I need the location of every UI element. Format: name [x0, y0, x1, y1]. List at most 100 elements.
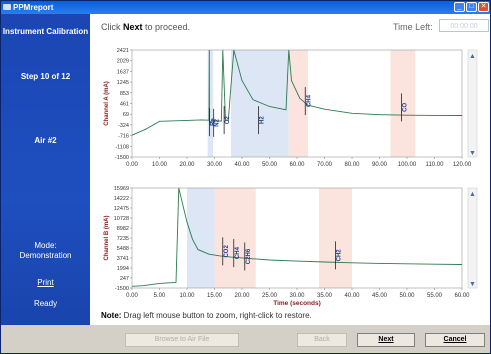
y-tick-label: -1108: [115, 144, 129, 150]
title-bar: PPMreport _ □ ✕: [1, 1, 490, 14]
scroll-up-icon: ▲: [469, 53, 476, 60]
peak-label: H2: [260, 116, 266, 124]
x-tick-label: 10.00: [179, 293, 195, 299]
minimize-icon[interactable]: _: [454, 2, 465, 12]
y-tick-label: 14222: [114, 196, 129, 202]
peak-label: CH4: [235, 246, 241, 259]
y-tick-label: 8982: [117, 226, 129, 232]
x-tick-label: 25.00: [262, 293, 278, 299]
y-axis-label: Channel A (mA): [104, 81, 110, 126]
y-tick-label: 1637: [117, 69, 129, 75]
peak-label: N2: [215, 118, 221, 126]
print-link[interactable]: Print: [37, 278, 54, 287]
browse-air-file-button[interactable]: Browse to Air File: [125, 333, 239, 347]
series-line: [131, 187, 463, 287]
x-tick-label: 90.00: [372, 162, 388, 168]
step-indicator: Step 10 of 12: [20, 72, 71, 81]
x-tick-label: 20.00: [234, 293, 250, 299]
y-tick-label: 2029: [117, 59, 129, 65]
y-tick-label: 7235: [117, 236, 129, 242]
x-axis-label: Time (seconds): [273, 300, 321, 307]
mode-value: Demonstration: [19, 251, 72, 260]
status-text: Ready: [33, 299, 58, 308]
main-panel: Click Next to proceed. Time Left: 00:00:…: [90, 14, 490, 325]
peak-label: C2H6: [246, 248, 252, 264]
time-left-value: 00:00:00: [439, 19, 489, 32]
sidebar: Instrument Calibration Step 10 of 12 Air…: [1, 14, 90, 325]
instruction-text: Click Next to proceed.: [101, 22, 191, 32]
y-tick-label: -324: [118, 123, 129, 129]
x-tick-label: 45.00: [372, 293, 388, 299]
plot-frame: [131, 187, 463, 289]
y-tick-label: 247: [120, 276, 129, 282]
y-tick-label: -1500: [115, 286, 129, 292]
app-icon: [3, 4, 11, 10]
region-band: [231, 50, 289, 157]
x-tick-label: 120.00: [453, 162, 472, 168]
region-band: [207, 50, 214, 157]
x-tick-label: 100.00: [398, 162, 417, 168]
x-tick-label: 5.00: [154, 293, 166, 299]
peak-label: CH4: [306, 94, 312, 107]
region-band: [214, 188, 256, 288]
scroll-up-icon: ▲: [469, 191, 476, 198]
peak-label: O2: [225, 116, 231, 125]
x-tick-label: 80.00: [344, 162, 360, 168]
x-tick-label: 50.00: [262, 162, 278, 168]
x-tick-label: 15.00: [207, 293, 223, 299]
x-tick-label: 30.00: [289, 293, 305, 299]
peak-label: CO2: [224, 245, 230, 258]
window-title: PPMreport: [13, 3, 54, 12]
region-band: [288, 50, 308, 157]
scroll-down-icon: ▼: [469, 281, 476, 288]
vertical-scrollbar: [467, 49, 478, 158]
button-bar: Browse to Air File Back Next Cancel: [1, 325, 490, 353]
series-line: [131, 49, 463, 136]
x-tick-label: 60.00: [289, 162, 305, 168]
y-tick-label: 2421: [117, 48, 129, 54]
y-tick-label: -716: [118, 134, 129, 140]
close-icon[interactable]: ✕: [478, 2, 489, 12]
channel-b-chart[interactable]: 15969 14222 12475 10728 8982 7235 5488 3741 1994…: [90, 184, 490, 308]
cancel-button[interactable]: Cancel: [425, 333, 485, 347]
x-tick-label: 0.00: [126, 293, 138, 299]
y-tick-label: -1500: [115, 155, 129, 161]
peak-label: CO: [403, 103, 409, 112]
scroll-down-icon: ▼: [469, 150, 476, 157]
x-tick-label: 55.00: [427, 293, 443, 299]
x-tick-label: 20.00: [179, 162, 195, 168]
region-band: [319, 188, 352, 288]
x-tick-label: 0.00: [126, 162, 138, 168]
y-axis-label: Channel B (mA): [104, 215, 110, 260]
gas-name: Air #2: [34, 136, 57, 145]
y-tick-label: 15969: [114, 186, 129, 192]
vertical-scrollbar: [467, 187, 478, 289]
time-left-label: Time Left:: [393, 22, 433, 32]
x-tick-label: 50.00: [399, 293, 415, 299]
y-tick-label: 12475: [114, 206, 129, 212]
maximize-icon[interactable]: □: [466, 2, 477, 12]
x-tick-label: 40.00: [234, 162, 250, 168]
region-band: [187, 188, 215, 288]
back-button[interactable]: Back: [297, 333, 347, 347]
y-tick-label: 1245: [117, 80, 129, 86]
y-tick-label: 10728: [114, 216, 129, 222]
x-tick-label: 10.00: [152, 162, 168, 168]
next-button[interactable]: Next: [357, 333, 415, 347]
peak-label: CH2: [337, 249, 343, 262]
channel-a-chart[interactable]: 2421 2029 1637 1245 853 461 69 -324 -716 -1108 -15…: [90, 46, 490, 178]
x-tick-label: 70.00: [317, 162, 333, 168]
y-tick-label: 5488: [117, 246, 129, 252]
x-tick-label: 60.00: [454, 293, 470, 299]
y-tick-label: 69: [123, 112, 129, 118]
section-title: Instrument Calibration: [2, 27, 89, 36]
region-band: [390, 50, 416, 157]
x-tick-label: 30.00: [207, 162, 223, 168]
x-tick-label: 40.00: [344, 293, 360, 299]
y-tick-label: 3741: [117, 256, 129, 262]
y-tick-label: 1994: [117, 266, 129, 272]
x-tick-label: 110.00: [426, 162, 445, 168]
y-tick-label: 461: [120, 101, 129, 107]
zoom-note: Note: Drag left mouse button to zoom, ri…: [101, 311, 312, 320]
